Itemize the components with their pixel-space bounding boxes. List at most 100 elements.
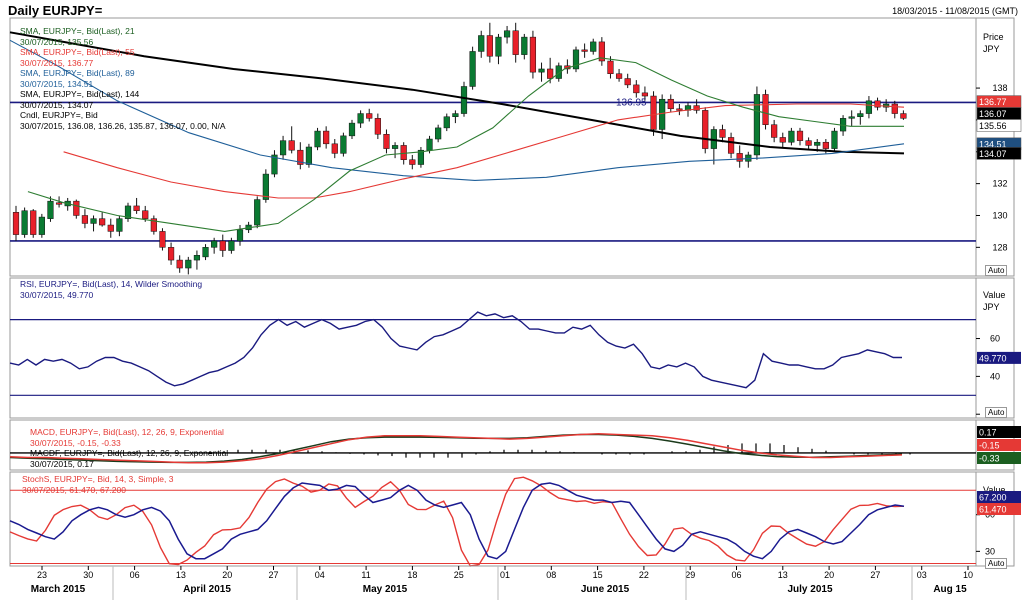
x-axis-day-label: 10 xyxy=(963,570,973,580)
x-axis-day-label: 04 xyxy=(315,570,325,580)
x-axis-day-label: 20 xyxy=(222,570,232,580)
candle-body xyxy=(279,140,287,156)
stoch-marker-label: 61.470 xyxy=(979,505,1007,515)
rsi-legend-line: 30/07/2015, 49.770 xyxy=(20,289,94,300)
x-axis-day-label: 03 xyxy=(917,570,927,580)
rsi-line xyxy=(9,311,902,389)
price-marker-box xyxy=(976,147,1022,160)
candle-body xyxy=(555,65,562,79)
price-legend-line: SMA, EURJPY=, Bid(Last), 55 xyxy=(20,47,135,57)
x-axis-day-label: 22 xyxy=(639,570,649,580)
candle-body xyxy=(503,30,511,38)
x-axis-month-label: July 2015 xyxy=(787,584,832,595)
candle-body xyxy=(719,129,726,138)
price-marker-label: 136.77 xyxy=(979,97,1007,107)
x-axis-day-label: 27 xyxy=(870,570,880,580)
candle-body xyxy=(30,210,37,235)
candle-body xyxy=(762,94,769,125)
rsi-legend-line: RSI, EURJPY=, Bid(Last), 14, Wilder Smoo… xyxy=(20,279,203,289)
candle-body xyxy=(133,205,140,211)
candle-body xyxy=(615,73,623,79)
rsi-legend: RSI, EURJPY=, Bid(Last), 14, Wilder Smoo… xyxy=(20,279,202,300)
candle-body xyxy=(288,140,295,151)
rsi-marker-label: 49.770 xyxy=(979,353,1007,363)
candle-body xyxy=(771,124,778,138)
price-axis-unit: JPY xyxy=(983,44,1000,54)
x-axis-day-label: 13 xyxy=(176,570,186,580)
candle-body xyxy=(529,36,537,73)
macd-legend-line: 30/07/2015, -0.15, -0.33 xyxy=(30,437,121,448)
macd-legend: MACD, EURJPY=, Bid(Last), 12, 26, 9, Exp… xyxy=(30,427,228,469)
auto-scale-button-stoch[interactable]: Auto xyxy=(985,558,1008,569)
candle-body xyxy=(150,218,157,232)
panel-frame-rsi xyxy=(9,277,1015,419)
candle-body xyxy=(409,159,416,165)
candle-body xyxy=(702,110,709,149)
candle-body xyxy=(538,68,545,73)
candle-body xyxy=(779,137,786,143)
candle-body xyxy=(357,113,364,124)
price-marker-box xyxy=(976,119,1022,132)
x-axis-day-label: 20 xyxy=(824,570,834,580)
x-axis-day-label: 30 xyxy=(83,570,93,580)
candle-body xyxy=(142,210,149,219)
candle-body xyxy=(676,108,683,111)
candle-body xyxy=(633,84,640,94)
candle-body xyxy=(624,78,631,86)
x-axis-day-label: 29 xyxy=(685,570,695,580)
x-axis-day-label: 06 xyxy=(731,570,741,580)
candle-body xyxy=(400,145,407,160)
candle-body xyxy=(788,130,795,143)
candle-body xyxy=(460,86,468,114)
candle-body xyxy=(331,143,338,154)
price-legend-line: Cndl, EURJPY=, Bid xyxy=(20,110,98,120)
rsi-axis-label: 40 xyxy=(990,371,1000,381)
candle-body xyxy=(107,224,114,232)
macd-marker-box xyxy=(977,452,1021,464)
candle-body xyxy=(374,118,381,135)
candle-body xyxy=(650,95,657,130)
macd-marker-label: -0.15 xyxy=(979,441,1000,451)
candle-body xyxy=(219,240,226,251)
candle-body xyxy=(314,130,321,148)
price-legend-line: 30/07/2015, 136.08, 136.26, 135.87, 136.… xyxy=(20,120,226,131)
price-legend-line: 30/07/2015, 136.77 xyxy=(20,57,94,68)
sma-144-line xyxy=(9,31,905,155)
candle-body xyxy=(469,51,476,87)
stoch-k-line xyxy=(9,476,905,567)
candle-body xyxy=(236,229,244,242)
price-legend-line: SMA, EURJPY=, Bid(Last), 89 xyxy=(20,68,135,78)
candle-body xyxy=(176,259,183,269)
candle-body xyxy=(822,141,829,149)
level-annotation: 136.95 xyxy=(616,97,647,108)
candle-body xyxy=(443,116,450,129)
price-marker-label: 134.51 xyxy=(979,139,1007,149)
candle-body xyxy=(796,130,804,141)
candle-body xyxy=(727,137,735,154)
candle-body xyxy=(831,130,838,149)
candle-body xyxy=(202,247,209,258)
stoch-marker-box xyxy=(977,491,1021,503)
candle-body xyxy=(814,141,821,146)
auto-scale-button-rsi[interactable]: Auto xyxy=(985,407,1008,418)
macd-legend-line: MACD, EURJPY=, Bid(Last), 12, 26, 9, Exp… xyxy=(30,427,224,437)
price-legend-line: SMA, EURJPY=, Bid(Last), 21 xyxy=(20,26,135,36)
candle-body xyxy=(159,231,166,248)
date-range: 18/03/2015 - 11/08/2015 (GMT) xyxy=(892,6,1018,16)
x-axis-day-label: 01 xyxy=(500,570,510,580)
candle-body xyxy=(478,35,485,52)
candle-body xyxy=(865,100,873,114)
candle-body xyxy=(297,149,304,165)
macd-legend-line: MACDF, EURJPY=, Bid(Last), 12, 26, 9, Ex… xyxy=(30,448,229,458)
sma-21-line xyxy=(27,57,904,232)
candle-body xyxy=(848,116,855,119)
candle-body xyxy=(254,199,261,226)
candle-body xyxy=(607,60,614,74)
stoch-legend: StochS, EURJPY=, Bid, 14, 3, Simple, 3 30… xyxy=(22,474,173,495)
auto-scale-button-price[interactable]: Auto xyxy=(985,265,1008,276)
candle-body xyxy=(598,41,605,62)
candle-body xyxy=(693,105,700,111)
price-legend-line: 30/07/2015, 135.56 xyxy=(20,36,94,47)
